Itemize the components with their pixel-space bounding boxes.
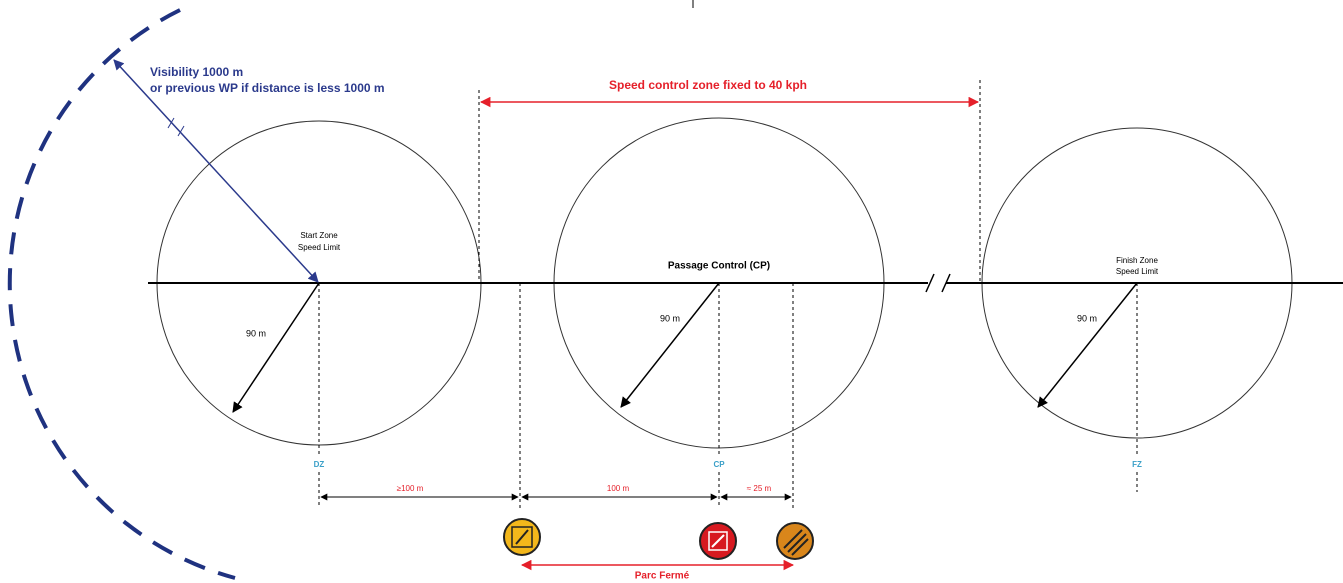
cp-label: Passage Control (CP) xyxy=(668,261,770,272)
marker-label: FZ xyxy=(1132,460,1142,469)
radius-label: 90 m xyxy=(660,313,680,323)
radius-label: 90 m xyxy=(246,328,266,338)
distance-label: ≥100 m xyxy=(397,484,424,493)
start-zone-line1: Start Zone xyxy=(300,231,338,240)
visibility-line1: Visibility 1000 m xyxy=(150,65,243,79)
distance-label: ≈ 25 m xyxy=(747,484,772,493)
start-zone-line2: Speed Limit xyxy=(298,243,341,252)
finish-zone-line2: Speed Limit xyxy=(1116,267,1159,276)
distance-label: 100 m xyxy=(607,484,630,493)
labels: Visibility 1000 m or previous WP if dist… xyxy=(150,65,1159,581)
marker-label: DZ xyxy=(314,460,325,469)
visibility-line2: or previous WP if distance is less 1000 … xyxy=(150,81,385,95)
parc-ferme-label: Parc Fermé xyxy=(635,571,690,582)
layout xyxy=(7,0,1343,580)
radius-label: 90 m xyxy=(1077,313,1097,323)
marker-label: CP xyxy=(713,460,725,469)
speed-zone-label: Speed control zone fixed to 40 kph xyxy=(609,78,807,92)
finish-zone-line1: Finish Zone xyxy=(1116,256,1158,265)
